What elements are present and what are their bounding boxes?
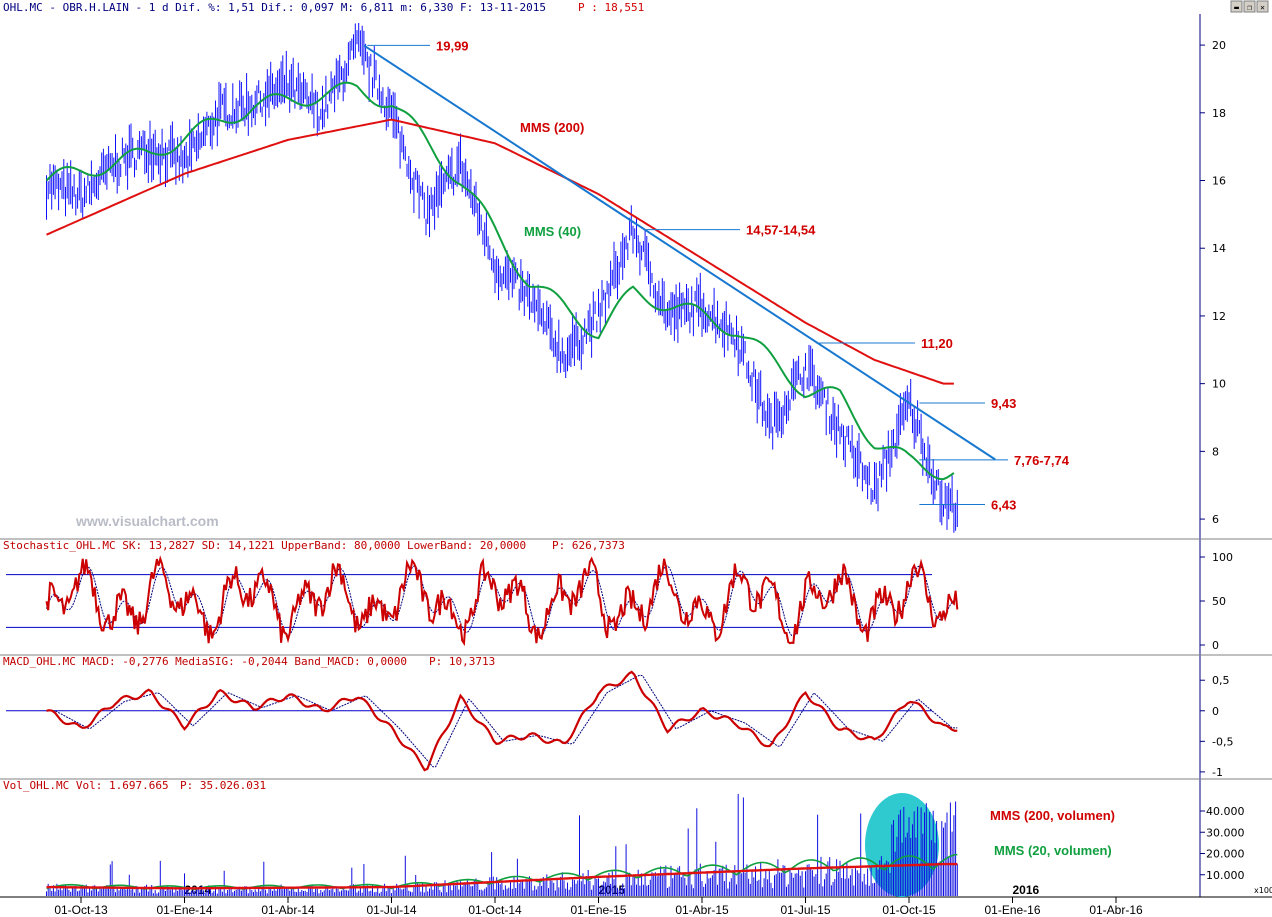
stochastic-panel: 100 50 0 — [6, 551, 1233, 652]
main-y-tick-label: 16 — [1212, 175, 1226, 188]
x-tick-label: 01-Oct-13 — [54, 903, 108, 917]
main-y-tick-label: 6 — [1212, 513, 1219, 526]
close-button[interactable] — [1256, 0, 1269, 13]
macd-signal-line — [46, 674, 958, 768]
mms200-label: MMS (200) — [520, 120, 584, 135]
main-y-tick-label: 12 — [1212, 310, 1226, 323]
minimize-icon: ▬ — [1234, 3, 1239, 12]
x-tick-label: 01-Oct-15 — [882, 903, 936, 917]
volume-bars — [46, 794, 958, 896]
mms200-line — [46, 118, 954, 385]
vol-y-tick-label: 10.000 — [1206, 869, 1245, 882]
main-y-tick-label: 10 — [1212, 378, 1226, 391]
macd-line — [46, 670, 958, 772]
x-tick-label: 01-Jul-15 — [780, 903, 830, 917]
stoch-header-p: P: 626,7373 — [552, 539, 625, 552]
main-y-tick-label: 18 — [1212, 107, 1226, 120]
stoch-header: Stochastic_OHL.MC SK: 13,2827 SD: 14,122… — [3, 539, 526, 552]
macd-header: MACD_OHL.MC MACD: -0,2776 MediaSIG: -0,2… — [3, 655, 407, 668]
x-tick-label: 01-Abr-14 — [261, 903, 315, 917]
vol-mms200-line — [46, 862, 958, 890]
macd-y-tick-label: 0 — [1212, 705, 1219, 718]
x-tick-label: 01-Ene-14 — [156, 903, 212, 917]
macd-panel: 0,5 0 -0,5 -1 — [6, 670, 1233, 779]
restore-button[interactable] — [1243, 0, 1256, 13]
vol-mms20-label: MMS (20, volumen) — [994, 843, 1112, 858]
x-axis: 01-Oct-13 01-Ene-14 01-Abr-14 01-Jul-14 01-O… — [54, 897, 1143, 917]
main-window-controls: ▬ ❐ ✕ — [1230, 0, 1269, 13]
price-bars — [46, 23, 958, 533]
restore-icon: ❐ — [1247, 3, 1252, 12]
stoch-y-tick-label: 100 — [1212, 551, 1233, 564]
level-label: 19,99 — [436, 38, 469, 53]
vol-y-tick-label: 30.000 — [1206, 826, 1245, 839]
macd-header-p: P: 10,3713 — [429, 655, 495, 668]
stoch-y-tick-label: 50 — [1212, 595, 1226, 608]
level-label: 9,43 — [991, 396, 1016, 411]
x-tick-label: 01-Oct-14 — [468, 903, 522, 917]
vol-header-p: P: 35.026.031 — [180, 779, 266, 792]
close-icon: ✕ — [1260, 3, 1265, 12]
vol-y-tick-label: 40.000 — [1206, 805, 1245, 818]
x-tick-label: 01-Ene-16 — [984, 903, 1040, 917]
x-tick-label: 01-Jul-14 — [366, 903, 416, 917]
mms40-label: MMS (40) — [524, 224, 581, 239]
level-label: 11,20 — [921, 336, 953, 351]
x-tick-label: 01-Abr-15 — [675, 903, 729, 917]
stoch-sd-line — [46, 565, 958, 637]
macd-y-tick-label: -1 — [1212, 766, 1223, 779]
main-y-tick-label: 8 — [1212, 445, 1219, 458]
x-tick-label: 01-Abr-16 — [1089, 903, 1143, 917]
mms40-line — [45, 81, 955, 481]
year-label: 2016 — [1013, 883, 1040, 897]
watermark: www.visualchart.com — [75, 513, 219, 529]
main-price-panel: 20 18 16 14 12 10 8 6 19,99 14,57-14,54 11,20 9,43 7… — [45, 23, 1226, 533]
level-label: 7,76-7,74 — [1014, 453, 1070, 468]
vol-header: Vol_OHL.MC Vol: 1.697.665 — [3, 779, 169, 792]
stoch-y-tick-label: 0 — [1212, 639, 1219, 652]
level-label: 14,57-14,54 — [746, 223, 816, 238]
vol-scale-tag: x100 — [1254, 886, 1272, 895]
macd-y-tick-label: 0,5 — [1212, 674, 1230, 687]
vol-mms200-label: MMS (200, volumen) — [990, 808, 1115, 823]
main-y-tick-label: 20 — [1212, 39, 1226, 52]
level-label: 6,43 — [991, 498, 1016, 513]
minimize-button[interactable] — [1230, 0, 1243, 13]
main-y-tick-label: 14 — [1212, 242, 1226, 255]
panel-frame — [0, 14, 1272, 898]
macd-y-tick-label: -0,5 — [1212, 735, 1233, 748]
stoch-sk-line — [45, 555, 959, 647]
price-header: OHL.MC - OBR.H.LAIN - 1 d Dif. %: 1,51 D… — [3, 1, 546, 14]
last-price: P : 18,551 — [578, 1, 644, 14]
x-tick-label: 01-Ene-15 — [570, 903, 626, 917]
resistance-trendline — [363, 44, 996, 461]
vol-y-tick-label: 20.000 — [1206, 848, 1245, 861]
